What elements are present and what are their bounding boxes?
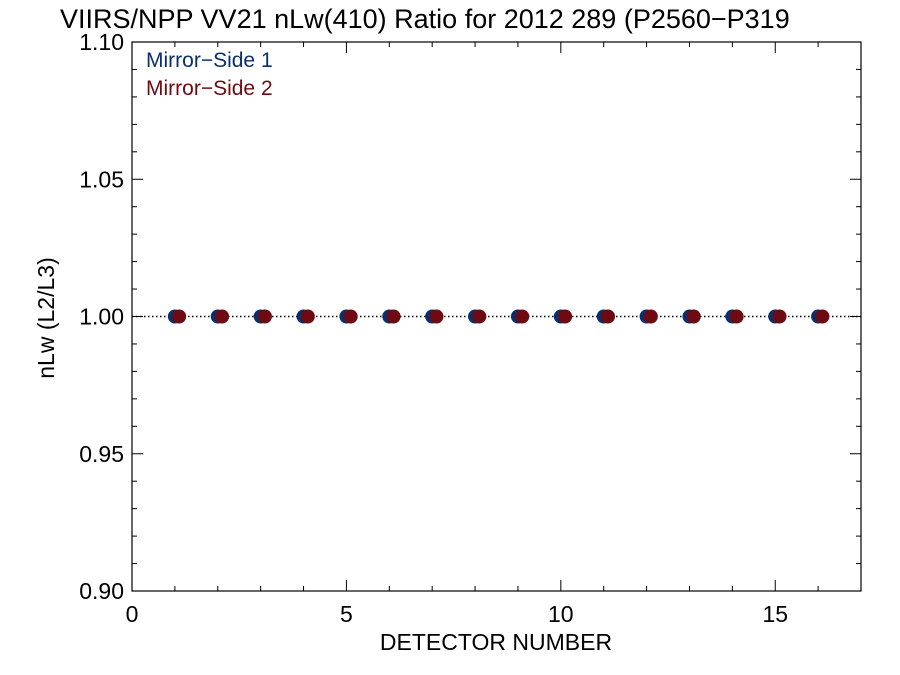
data-point-series-2 (558, 309, 573, 324)
data-point-series-2 (472, 309, 487, 324)
x-tick-label: 0 (126, 601, 139, 627)
y-tick-label: 1.00 (79, 304, 124, 330)
data-point-series-2 (643, 309, 658, 324)
data-point-series-2 (772, 309, 787, 324)
data-point-series-2 (257, 309, 272, 324)
x-tick-label: 15 (762, 601, 788, 627)
data-point-series-2 (729, 309, 744, 324)
y-tick-label: 1.05 (79, 166, 124, 192)
x-axis-label: DETECTOR NUMBER (380, 629, 612, 655)
x-tick-label: 5 (340, 601, 353, 627)
x-tick-label: 10 (548, 601, 574, 627)
data-point-series-2 (215, 309, 230, 324)
legend-entry: Mirror−Side 1 (146, 49, 273, 72)
data-point-series-2 (686, 309, 701, 324)
data-point-series-2 (600, 309, 615, 324)
legend-entry: Mirror−Side 2 (146, 77, 273, 100)
y-tick-label: 1.10 (79, 29, 124, 55)
data-point-series-2 (429, 309, 444, 324)
y-tick-label: 0.95 (79, 441, 124, 467)
data-point-series-2 (515, 309, 530, 324)
legend: Mirror−Side 1 Mirror−Side 2 (146, 49, 273, 100)
data-point-series-2 (386, 309, 401, 324)
data-point-series-2 (343, 309, 358, 324)
chart-title: VIIRS/NPP VV21 nLw(410) Ratio for 2012 2… (60, 4, 790, 34)
data-points (167, 309, 830, 324)
y-tick-label: 0.90 (79, 578, 124, 604)
y-axis-label: nLw (L2/L3) (33, 257, 59, 378)
data-point-series-2 (172, 309, 187, 324)
data-point-series-2 (300, 309, 315, 324)
data-point-series-2 (815, 309, 830, 324)
axis-ticks: 0 5 10 15 0.90 0.95 1.00 1.05 1.10 (79, 29, 862, 627)
